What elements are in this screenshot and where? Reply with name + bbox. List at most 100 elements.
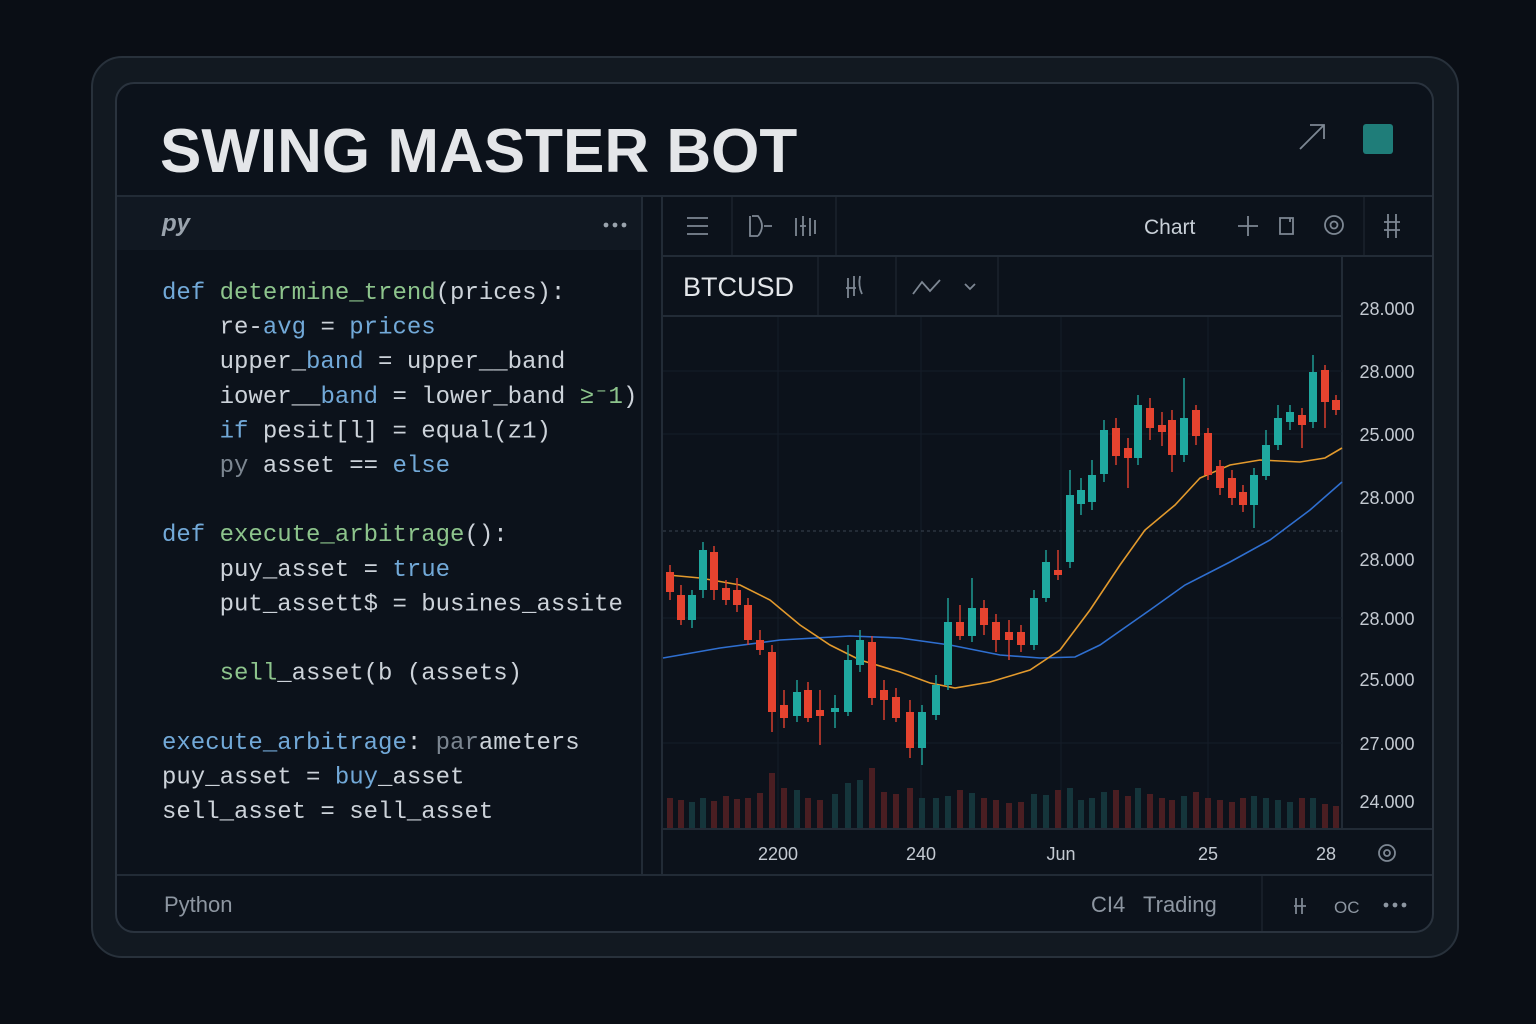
code-line: upper_band = upper__band — [162, 349, 565, 376]
price-label: 28.000 — [1359, 362, 1414, 382]
window — [115, 82, 1434, 933]
code-token: iower__ — [162, 384, 321, 411]
code-line: sell_asset = sell_asset — [162, 799, 493, 826]
code-token: pesit[l] = equal(z1) — [248, 418, 550, 445]
status-item[interactable]: OC — [1334, 898, 1360, 917]
status-item[interactable]: CI4 — [1091, 892, 1125, 917]
code-token: put_assett$ = busines_assite — [162, 591, 623, 618]
code-token: avg — [263, 315, 306, 342]
code-line: sell_asset(b (assets) — [162, 661, 522, 688]
code-block: def determine_trend(prices): re-avg = pr… — [162, 280, 637, 826]
time-label: 28 — [1316, 844, 1336, 864]
columns-icon[interactable] — [1384, 214, 1400, 238]
price-label: 28.000 — [1359, 550, 1414, 570]
moving-average-slow — [662, 481, 1343, 659]
code-token: _asset — [377, 764, 464, 791]
status-item[interactable]: Trading — [1143, 892, 1217, 917]
candle-type-icon[interactable] — [846, 275, 863, 298]
indicator-icon[interactable] — [795, 216, 816, 236]
line-type-icon[interactable] — [912, 279, 941, 295]
editor-tab[interactable]: py — [161, 210, 192, 237]
code-token: else — [392, 453, 450, 480]
add-icon[interactable] — [1238, 216, 1258, 236]
code-token: re- — [162, 315, 263, 342]
volume-down — [667, 768, 1339, 828]
code-token: band — [306, 349, 364, 376]
editor-tabbar — [117, 197, 642, 250]
code-token — [162, 453, 220, 480]
code-token: if — [220, 418, 249, 445]
price-label: 28.000 — [1359, 609, 1414, 629]
code-line: re-avg = prices — [162, 315, 436, 342]
code-token: = lower_band — [378, 384, 580, 411]
volume-up — [689, 780, 1316, 828]
code-token: puy_asset = — [162, 557, 392, 584]
moving-average-fast — [667, 447, 1343, 689]
time-label: 240 — [906, 844, 936, 864]
price-label: 27.000 — [1359, 734, 1414, 754]
code-line: put_assett$ = busines_assite — [162, 591, 623, 618]
code-token: ≥⁻1 — [580, 384, 623, 411]
code-token: upper_ — [162, 349, 307, 376]
code-token: (): — [464, 522, 507, 549]
layout-icon[interactable] — [1279, 217, 1294, 235]
chart-tab[interactable]: Chart — [1144, 216, 1196, 239]
code-token: ameters — [479, 730, 580, 757]
code-token: asset == — [248, 453, 392, 480]
expand-icon[interactable] — [1299, 124, 1325, 150]
code-line: def execute_arbitrage(): — [162, 522, 508, 549]
price-label: 28.000 — [1359, 488, 1414, 508]
settings-icon[interactable] — [1324, 215, 1344, 235]
code-token: execute_arbitrage — [162, 730, 407, 757]
code-line: py asset == else — [162, 453, 450, 480]
code-token: def — [162, 522, 220, 549]
code-token: : — [407, 730, 436, 757]
price-label: 25.000 — [1359, 670, 1414, 690]
editor-menu[interactable] — [603, 222, 627, 228]
code-token: def — [162, 280, 220, 307]
code-line: puy_asset = buy_asset — [162, 764, 464, 791]
code-token: (prices): — [436, 280, 566, 307]
menu-icon[interactable] — [687, 217, 708, 235]
code-token: sell — [162, 661, 277, 688]
code-token: puy_asset = — [162, 764, 335, 791]
code-token: prices — [349, 315, 435, 342]
code-line: if pesit[l] = equal(z1) — [162, 418, 551, 445]
price-label: 24.000 — [1359, 792, 1414, 812]
code-token: determine_trend — [220, 280, 436, 307]
code-token: = — [306, 315, 349, 342]
settings-icon-core — [1329, 220, 1339, 230]
code-token: sell_asset = sell_asset — [162, 799, 493, 826]
status-menu[interactable] — [1383, 902, 1407, 908]
code-token — [162, 418, 220, 445]
code-token: execute_arbitrage — [220, 522, 465, 549]
code-line: puy_asset = true — [162, 557, 450, 584]
code-token: true — [392, 557, 450, 584]
time-label: 25 — [1198, 844, 1218, 864]
app-title: SWING MASTER BOT — [160, 117, 797, 186]
axis-settings-icon[interactable] — [1378, 844, 1396, 862]
code-line: def determine_trend(prices): — [162, 280, 565, 307]
price-label: 25.000 — [1359, 425, 1414, 445]
draw-icon[interactable] — [749, 215, 772, 237]
status-icon[interactable] — [1294, 898, 1306, 914]
code-token: par — [436, 730, 479, 757]
dropdown-icon[interactable] — [964, 283, 976, 291]
code-token: band — [320, 384, 378, 411]
time-label: 2200 — [758, 844, 798, 864]
code-token: ) — [623, 384, 637, 411]
code-line: iower__band = lower_band ≥⁻1) — [162, 384, 637, 411]
symbol[interactable]: BTCUSD — [683, 272, 794, 302]
price-label: 28.000 — [1359, 299, 1414, 319]
code-token: _asset(b (assets) — [276, 661, 522, 688]
status-square[interactable] — [1363, 124, 1393, 154]
code-token: py — [220, 453, 249, 480]
code-line: execute_arbitrage: parameters — [162, 730, 580, 757]
code-token: = upper__band — [364, 349, 566, 376]
time-label: Jun — [1046, 844, 1075, 864]
axis-settings-core — [1383, 849, 1391, 857]
code-token: buy — [335, 764, 378, 791]
status-language: Python — [164, 892, 233, 917]
